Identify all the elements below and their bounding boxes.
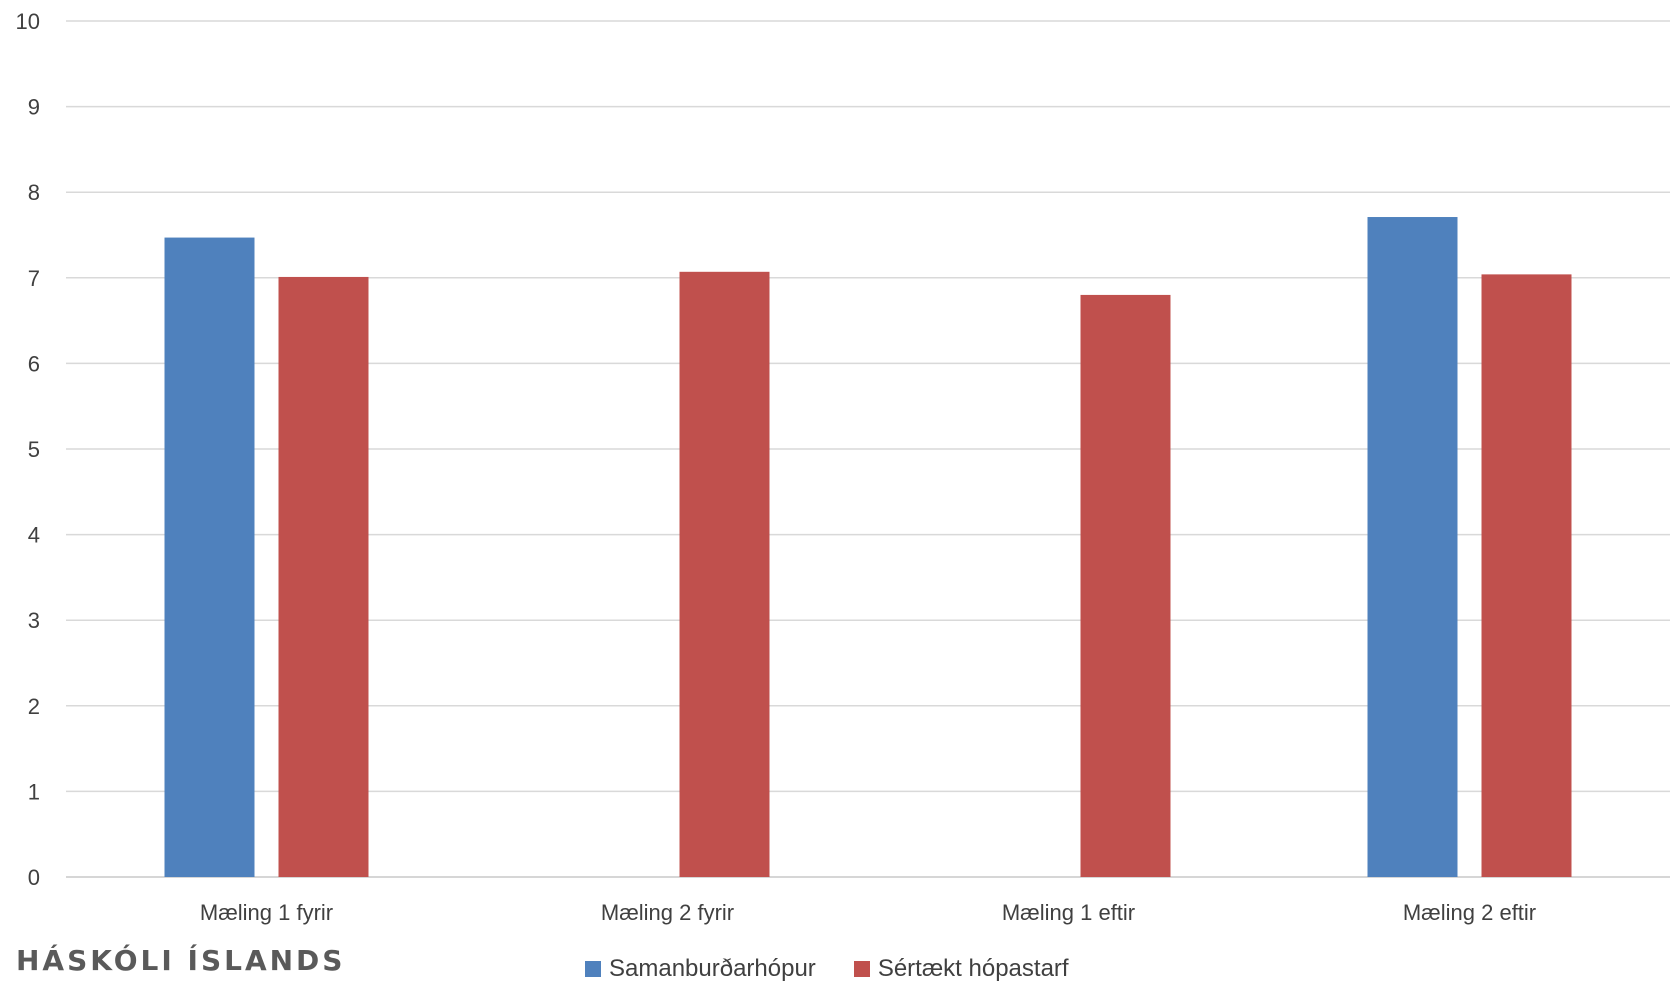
- x-category-label: Mæling 2 eftir: [1403, 900, 1536, 925]
- x-category-label: Mæling 2 fyrir: [601, 900, 734, 925]
- legend-item: Sértækt hópastarf: [853, 955, 1069, 983]
- x-category-label: Mæling 1 eftir: [1002, 900, 1135, 925]
- y-tick-label: 6: [28, 351, 40, 376]
- legend-swatch: [585, 961, 601, 977]
- y-tick-label: 0: [28, 865, 40, 890]
- bars: [164, 217, 1572, 878]
- legend-swatch: [853, 961, 870, 977]
- y-tick-label: 4: [28, 523, 40, 548]
- y-tick-label: 2: [28, 694, 40, 719]
- university-logo: HÁSKÓLI ÍSLANDS: [16, 944, 346, 977]
- legend: Samanburðarhópur Sértækt hópastarf: [585, 955, 1069, 983]
- y-tick-label: 3: [28, 608, 40, 633]
- bar-sertaekt-hopastarf: [1080, 294, 1171, 877]
- y-tick-label: 1: [28, 779, 40, 804]
- bar-sertaekt-hopastarf: [679, 271, 770, 878]
- bar-samanburdarhopur: [1367, 217, 1458, 878]
- y-tick-label: 9: [28, 95, 40, 120]
- y-tick-label: 10: [16, 9, 40, 34]
- legend-item: Samanburðarhópur: [585, 955, 816, 983]
- bar-sertaekt-hopastarf: [1481, 274, 1572, 878]
- x-category-label: Mæling 1 fyrir: [200, 900, 333, 925]
- bar-sertaekt-hopastarf: [278, 276, 369, 878]
- y-tick-label: 5: [28, 437, 40, 462]
- legend-label: Sértækt hópastarf: [877, 955, 1069, 982]
- legend-label: Samanburðarhópur: [609, 955, 816, 982]
- y-axis: 0 1 2 3 4 5 6 7 8 9 10: [16, 9, 40, 890]
- bar-samanburdarhopur: [164, 237, 255, 877]
- y-tick-label: 8: [28, 180, 40, 205]
- y-tick-label: 7: [28, 266, 40, 291]
- x-axis: Mæling 1 fyrir Mæling 2 fyrir Mæling 1 eft…: [200, 900, 1536, 925]
